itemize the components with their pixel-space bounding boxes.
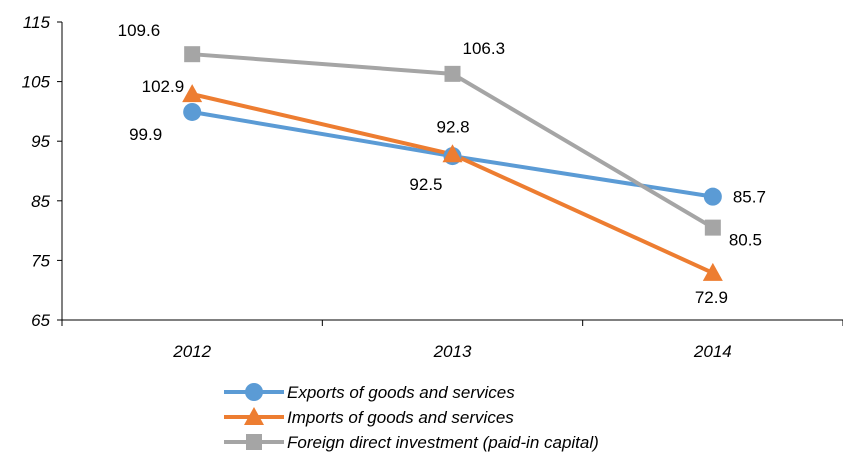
- data-point-triangle: [182, 84, 203, 103]
- data-point-triangle: [244, 407, 264, 425]
- data-point-triangle: [702, 262, 723, 281]
- y-tick-label: 95: [31, 132, 50, 151]
- legend: Exports of goods and services Imports of …: [224, 383, 599, 452]
- data-point-triangle: [442, 144, 463, 163]
- y-tick-label: 75: [31, 251, 50, 270]
- data-point-square: [184, 46, 201, 63]
- data-point-circle: [183, 102, 202, 121]
- data-point-circle: [703, 187, 722, 206]
- y-tick-label: 65: [31, 311, 50, 330]
- legend-item: Exports of goods and services: [224, 383, 515, 402]
- legend-item: Foreign direct investment (paid-in capit…: [224, 433, 599, 452]
- axes: 65 75 85 95 105 115 2012 2013 2014: [22, 13, 843, 361]
- legend-label: Exports of goods and services: [287, 383, 515, 402]
- data-point-square: [444, 65, 461, 82]
- x-tick-label: 2013: [433, 342, 472, 361]
- legend-label: Foreign direct investment (paid-in capit…: [287, 433, 599, 452]
- data-label: 92.8: [437, 117, 470, 136]
- data-labels: 99.9 92.5 85.7 102.9 92.8 72.9 109.6 106.3 80.5: [118, 21, 766, 307]
- data-label: 109.6: [118, 21, 161, 40]
- y-tick-label: 105: [22, 73, 51, 92]
- data-label: 80.5: [729, 231, 762, 250]
- data-point-circle: [245, 383, 263, 401]
- legend-label: Imports of goods and services: [287, 408, 514, 427]
- legend-item: Imports of goods and services: [224, 407, 514, 427]
- y-tick-label: 115: [23, 13, 51, 32]
- data-label: 102.9: [142, 77, 185, 96]
- data-point-square: [704, 219, 721, 236]
- data-label: 99.9: [129, 125, 162, 144]
- data-label: 72.9: [695, 288, 728, 307]
- x-tick-label: 2012: [172, 342, 211, 361]
- y-tick-label: 85: [31, 192, 50, 211]
- data-label: 106.3: [463, 39, 506, 58]
- data-label: 85.7: [733, 188, 766, 207]
- x-tick-label: 2014: [693, 342, 732, 361]
- data-point-square: [246, 434, 262, 450]
- series-markers: [182, 46, 723, 281]
- data-label: 92.5: [409, 175, 442, 194]
